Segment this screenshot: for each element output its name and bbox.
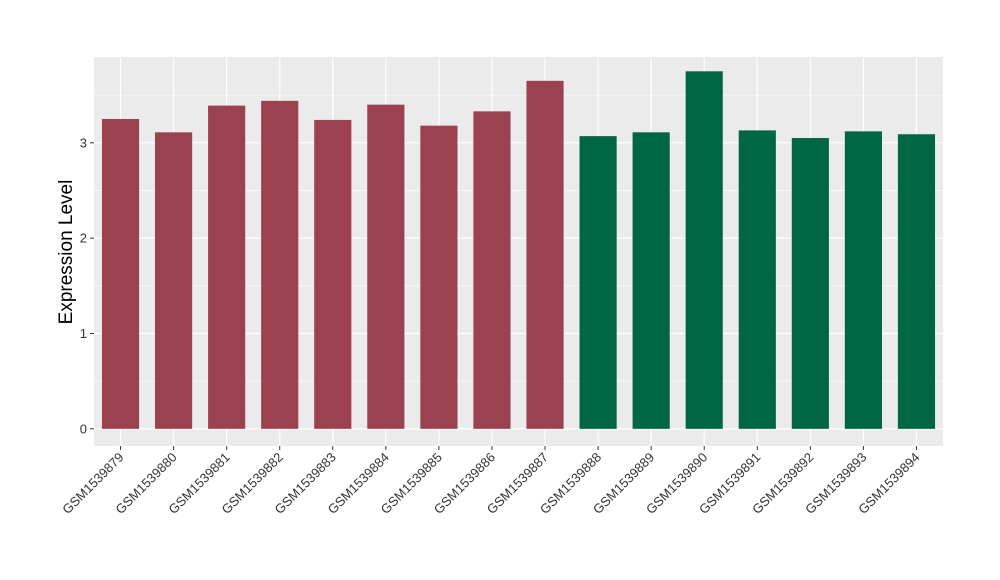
bars-group: [101, 71, 936, 429]
bar-GSM1539893: [844, 131, 882, 429]
bar-GSM1539879: [101, 118, 140, 429]
y-tick-label: 1: [80, 326, 87, 341]
bar-GSM1539887: [526, 80, 564, 429]
bar-GSM1539889: [632, 132, 670, 429]
y-axis: 0 1 2 3: [80, 135, 94, 436]
y-tick-label: 2: [80, 231, 87, 246]
bar-GSM1539885: [420, 125, 458, 429]
y-tick-label: 3: [80, 135, 87, 150]
bar-GSM1539882: [261, 100, 299, 429]
x-axis: GSM1539879GSM1539880GSM1539881GSM1539882…: [59, 446, 923, 517]
y-tick-label: 0: [80, 421, 87, 436]
bar-GSM1539886: [473, 111, 511, 429]
bar-GSM1539888: [579, 136, 617, 429]
bar-GSM1539891: [738, 130, 776, 429]
bar-GSM1539881: [208, 105, 246, 429]
bar-GSM1539894: [897, 134, 936, 429]
y-axis-title: Expression Level: [56, 180, 77, 325]
bar-GSM1539890: [685, 71, 723, 429]
bar-GSM1539883: [314, 119, 352, 429]
bar-GSM1539892: [791, 138, 829, 429]
bar-GSM1539880: [155, 132, 193, 429]
bar-GSM1539884: [367, 104, 405, 429]
